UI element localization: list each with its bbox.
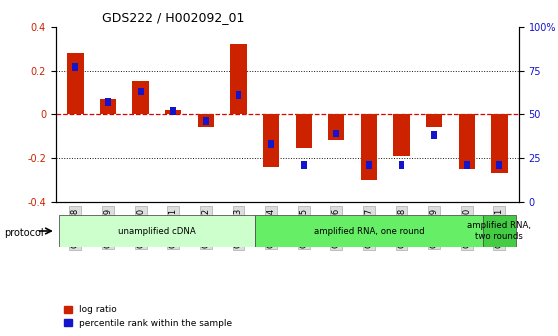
- Legend: log ratio, percentile rank within the sample: log ratio, percentile rank within the sa…: [60, 302, 236, 332]
- Bar: [366, 161, 372, 169]
- Text: unamplified cDNA: unamplified cDNA: [118, 226, 196, 236]
- Bar: [296, 114, 312, 148]
- Bar: [230, 44, 247, 114]
- Bar: [165, 110, 181, 114]
- Bar: [431, 131, 437, 139]
- Bar: [132, 82, 149, 114]
- Bar: [361, 114, 377, 180]
- Bar: [268, 140, 274, 148]
- Bar: [67, 53, 84, 114]
- Bar: [301, 161, 306, 169]
- Bar: [170, 107, 176, 115]
- Bar: [255, 215, 483, 247]
- Text: amplified RNA, one round: amplified RNA, one round: [314, 226, 424, 236]
- Bar: [198, 114, 214, 127]
- Bar: [235, 91, 242, 99]
- Bar: [426, 114, 442, 127]
- Bar: [73, 63, 78, 71]
- Bar: [483, 215, 516, 247]
- Bar: [497, 161, 502, 169]
- Text: amplified RNA,
two rounds: amplified RNA, two rounds: [468, 221, 531, 241]
- Bar: [333, 129, 339, 137]
- Bar: [105, 98, 111, 106]
- Bar: [398, 161, 405, 169]
- Text: GDS222 / H002092_01: GDS222 / H002092_01: [102, 11, 244, 24]
- Bar: [491, 114, 508, 173]
- Bar: [459, 114, 475, 169]
- Bar: [328, 114, 344, 140]
- Bar: [138, 88, 143, 95]
- Bar: [203, 117, 209, 125]
- Bar: [464, 161, 470, 169]
- Bar: [100, 99, 116, 114]
- Bar: [393, 114, 410, 156]
- Bar: [263, 114, 279, 167]
- Text: protocol: protocol: [4, 228, 44, 238]
- Bar: [59, 215, 255, 247]
